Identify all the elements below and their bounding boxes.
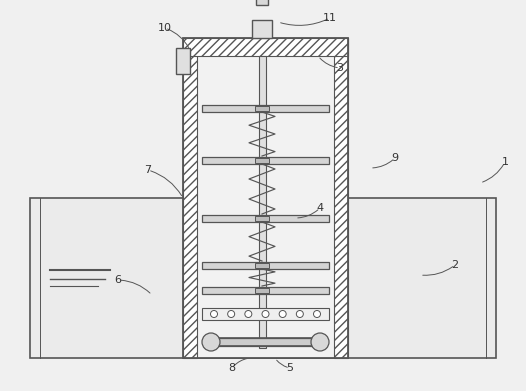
Text: 11: 11 [323,13,337,23]
Bar [202,287,329,294]
Bar [252,20,272,38]
Bar [259,56,266,348]
Circle shape [210,310,217,317]
Bar [202,105,329,112]
Bar [197,56,334,358]
Bar [256,0,268,5]
Text: 10: 10 [158,23,172,33]
Text: 2: 2 [451,260,459,270]
Bar [255,263,269,268]
Circle shape [245,310,252,317]
Bar [202,262,329,269]
Text: 9: 9 [391,153,399,163]
Text: 6: 6 [115,275,122,285]
Bar [183,38,348,358]
Bar [202,308,329,320]
Text: 7: 7 [145,165,151,175]
Text: 3: 3 [337,63,343,73]
Circle shape [202,333,220,351]
Text: 8: 8 [228,363,236,373]
Bar [183,38,197,358]
Circle shape [296,310,304,317]
Circle shape [262,310,269,317]
Circle shape [279,310,286,317]
Text: 5: 5 [287,363,294,373]
Bar [255,216,269,221]
Bar [255,288,269,293]
Text: 1: 1 [501,157,509,167]
Bar [183,38,348,56]
Circle shape [311,333,329,351]
Bar [211,338,320,346]
Bar [176,48,190,74]
Bar [255,158,269,163]
Bar [30,198,496,358]
Bar [334,38,348,358]
Text: 4: 4 [317,203,323,213]
Bar [202,157,329,164]
Circle shape [313,310,320,317]
Circle shape [228,310,235,317]
Bar [202,215,329,222]
Bar [255,106,269,111]
